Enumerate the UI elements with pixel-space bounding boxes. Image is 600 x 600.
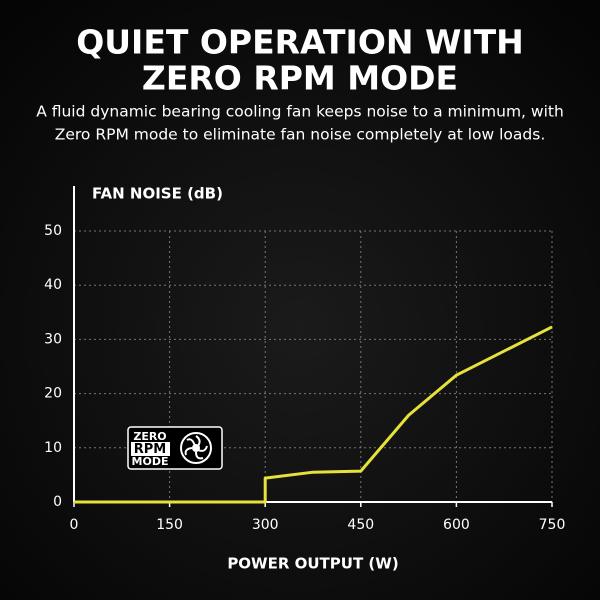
x-tick-label: 300: [252, 517, 279, 533]
x-tick-label: 750: [539, 517, 566, 533]
x-tick-label: 600: [443, 517, 470, 533]
x-tick-label: 150: [156, 517, 183, 533]
y-tick-label: 0: [53, 494, 62, 510]
x-tick-label: 0: [70, 517, 79, 533]
y-tick-label: 20: [44, 386, 62, 402]
badge-highlight: [131, 442, 170, 456]
subtitle: Zero RPM mode to eliminate fan noise com…: [55, 126, 546, 144]
data-line: [74, 325, 553, 504]
chart-title: QUIET OPERATION WITH: [76, 23, 524, 62]
fan-icon-blades: [184, 435, 208, 460]
badge-text: MODE: [132, 455, 169, 468]
y-tick-label: 50: [44, 223, 62, 239]
y-tick-label: 40: [44, 277, 62, 293]
x-axis-label: POWER OUTPUT (W): [227, 555, 398, 573]
badge-text: ZERO: [133, 430, 166, 443]
x-tick-label: 450: [347, 517, 374, 533]
badge-text: RPM: [134, 442, 166, 457]
chart-title: ZERO RPM MODE: [142, 59, 458, 98]
y-axis-label: FAN NOISE (dB): [92, 185, 223, 203]
fan-icon: [180, 432, 212, 464]
y-tick-label: 10: [44, 440, 62, 456]
zero-rpm-badge: ZERO RPM MODE: [127, 426, 223, 470]
y-tick-label: 30: [44, 331, 62, 347]
subtitle: A fluid dynamic bearing cooling fan keep…: [36, 103, 564, 121]
